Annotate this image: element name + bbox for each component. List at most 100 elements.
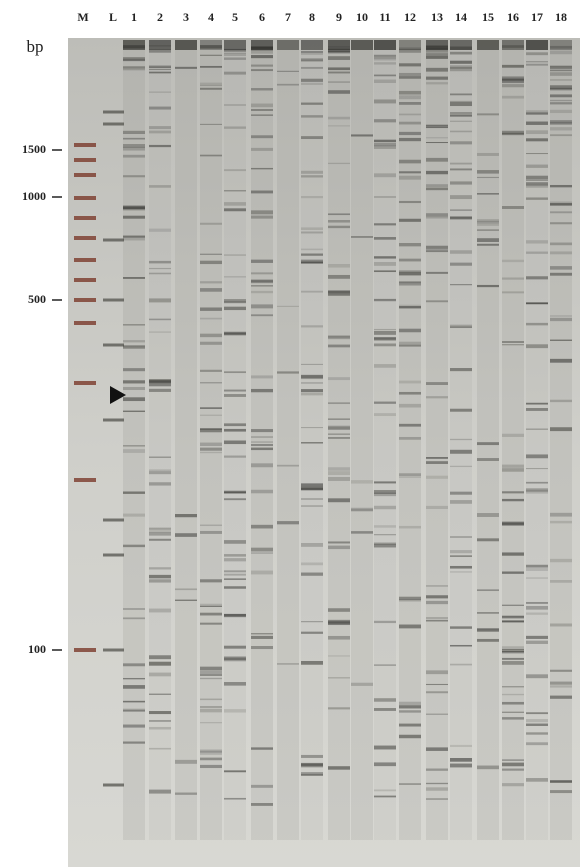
sample-band: [224, 301, 246, 304]
sample-band: [502, 206, 524, 209]
sample-band: [502, 701, 524, 705]
sample-band: [277, 70, 299, 72]
sample-band: [123, 410, 145, 413]
sample-band: [224, 614, 246, 616]
sample-band: [550, 427, 572, 432]
sample-band: [251, 135, 273, 139]
lane-label: 11: [379, 10, 390, 24]
sample-band: [526, 408, 548, 411]
sample-band: [426, 216, 448, 219]
lane-smear: [399, 40, 421, 840]
sample-band: [550, 203, 572, 206]
sample-band: [149, 608, 171, 613]
sample-band: [224, 190, 246, 192]
sample-band: [374, 620, 396, 624]
sample-band: [526, 184, 548, 188]
sample-band: [399, 344, 421, 347]
sample-band: [301, 248, 323, 251]
sample-band: [550, 79, 572, 81]
sample-band: [200, 333, 222, 338]
sample-band: [251, 429, 273, 433]
well-band: [251, 40, 273, 50]
sample-band: [149, 693, 171, 695]
sample-band: [399, 243, 421, 247]
sample-band: [526, 402, 548, 405]
sample-band: [328, 635, 350, 640]
lane-label: 16: [507, 10, 519, 24]
sample-band: [426, 691, 448, 694]
sample-band: [426, 248, 448, 252]
sample-band: [550, 669, 572, 672]
sample-band: [200, 84, 222, 87]
sample-band: [123, 277, 145, 279]
sample-band: [328, 225, 350, 229]
sample-band: [502, 344, 524, 346]
sample-band: [550, 780, 572, 783]
sample-band: [426, 187, 448, 191]
sample-band: [526, 138, 548, 142]
sample-band: [175, 759, 197, 764]
sample-band: [224, 371, 246, 374]
sample-band: [251, 463, 273, 468]
sample-band: [550, 201, 572, 205]
sample-band: [175, 66, 197, 69]
sample-band: [200, 447, 222, 451]
sample-band: [399, 137, 421, 142]
marker-band: [74, 478, 96, 482]
sample-band: [374, 142, 396, 147]
sample-band: [200, 442, 222, 446]
sample-band: [477, 176, 499, 179]
sample-band: [526, 322, 548, 326]
sample-band: [399, 525, 421, 529]
sample-band: [251, 552, 273, 554]
lane-label: 5: [232, 10, 238, 24]
sample-band: [399, 47, 421, 51]
lane-label: 9: [336, 10, 342, 24]
sample-band: [224, 202, 246, 206]
sample-band: [450, 141, 472, 145]
gel: [68, 38, 580, 867]
sample-band: [328, 81, 350, 83]
lane-smear: [526, 40, 548, 840]
sample-band: [450, 112, 472, 115]
sample-band: [149, 65, 171, 68]
sample-band: [426, 585, 448, 587]
sample-band: [251, 747, 273, 750]
sample-band: [550, 50, 572, 55]
marker-band: [74, 143, 96, 147]
sample-band: [301, 763, 323, 768]
sample-band: [450, 763, 472, 768]
sample-band: [399, 200, 421, 204]
sample-band: [374, 299, 396, 301]
sample-band: [374, 119, 396, 123]
sample-band: [149, 469, 171, 472]
sample-band: [123, 708, 145, 712]
sample-band: [149, 379, 171, 382]
well-band: [399, 40, 421, 50]
sample-band: [328, 426, 350, 430]
marker-band: [74, 216, 96, 220]
sample-band: [550, 790, 572, 794]
sample-band: [550, 681, 572, 685]
sample-band: [399, 63, 421, 67]
sample-band: [301, 486, 323, 490]
sample-band: [149, 538, 171, 541]
sample-band: [224, 48, 246, 52]
sample-band: [374, 337, 396, 340]
sample-band: [351, 480, 373, 484]
sample-band: [301, 227, 323, 231]
sample-band: [328, 677, 350, 679]
sample-band: [224, 440, 246, 445]
sample-band: [224, 656, 246, 661]
sample-band: [550, 685, 572, 688]
sample-band: [200, 722, 222, 724]
sample-band: [149, 49, 171, 53]
lane-label: 15: [482, 10, 494, 24]
size-label: 500: [28, 292, 46, 306]
sample-band: [224, 770, 246, 773]
sample-band: [477, 152, 499, 156]
sample-band: [550, 211, 572, 214]
sample-band: [328, 48, 350, 53]
sample-band: [502, 498, 524, 502]
sample-band: [526, 121, 548, 125]
